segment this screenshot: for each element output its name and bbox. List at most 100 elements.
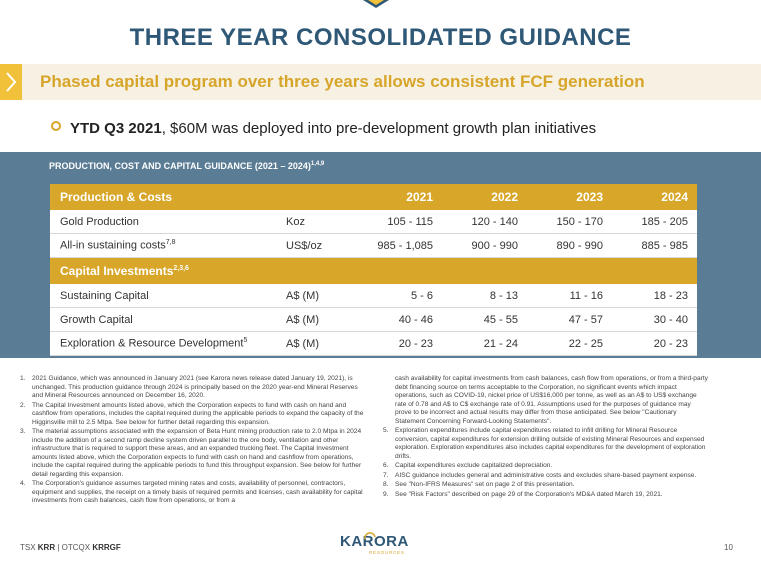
row-unit: A$ (M) xyxy=(282,284,357,308)
row-label: All-in sustaining costs7,8 xyxy=(50,233,282,258)
table-row: Sustaining Capital A$ (M) 5 - 6 8 - 13 1… xyxy=(50,284,697,308)
table-row: Growth Capital A$ (M) 40 - 46 45 - 55 47… xyxy=(50,307,697,332)
ticker-footer: TSX KRR | OTCQX KRRGF xyxy=(20,543,121,552)
otc-ticker: KRRGF xyxy=(92,543,121,552)
footnote-text: Exploration expenditures include capital… xyxy=(395,427,706,460)
footnote-text: Capital expenditures exclude capitalized… xyxy=(395,462,553,469)
row-label-text: Gold Production xyxy=(60,215,139,228)
footnote-num: 2. xyxy=(20,401,26,409)
table-row: Exploration & Resource Development5 A$ (… xyxy=(50,331,697,356)
page-title: THREE YEAR CONSOLIDATED GUIDANCE xyxy=(129,24,632,51)
footnote: 4. The Corporation's guidance assumes tar… xyxy=(20,480,365,506)
footnote-num: 6. xyxy=(383,462,389,469)
cell-2024: 30 - 40 xyxy=(612,307,697,332)
cell-2021: 105 - 115 xyxy=(357,210,442,234)
capital-header-label: Capital Investments2,3,6 xyxy=(50,257,697,284)
chevron-right-icon xyxy=(6,72,17,92)
guidance-table: Production & Costs 2021 2022 2023 2024 G… xyxy=(50,184,697,356)
logo-swoosh-icon xyxy=(364,532,376,540)
footnote-text: 2021 Guidance, which was announced in Ja… xyxy=(32,375,358,399)
footnotes-left: 1. 2021 Guidance, which was announced in … xyxy=(20,375,365,507)
otc-label: OTCQX xyxy=(61,543,93,552)
cell-2022: 8 - 13 xyxy=(442,284,527,308)
logo-text: KARORA xyxy=(340,533,409,550)
footnote: 8. See "Non-IFRS Measures" set on page 2 … xyxy=(383,481,708,490)
row-unit: A$ (M) xyxy=(282,331,357,356)
footnote-num: 8. xyxy=(383,481,389,488)
footnote: 7. AISC guidance includes general and adm… xyxy=(383,472,708,481)
panel-title: PRODUCTION, COST AND CAPITAL GUIDANCE (2… xyxy=(49,161,324,171)
cell-2023: 47 - 57 xyxy=(527,307,612,332)
row-label: Gold Production xyxy=(50,210,282,234)
row-label-text: All-in sustaining costs xyxy=(60,239,166,252)
footnote: 1. 2021 Guidance, which was announced in … xyxy=(20,375,365,401)
subtitle: Phased capital program over three years … xyxy=(40,72,645,91)
capital-header-row: Capital Investments2,3,6 xyxy=(50,257,697,284)
capital-header-text: Capital Investments xyxy=(60,264,174,278)
year-2021: 2021 xyxy=(357,184,442,210)
cell-2022: 21 - 24 xyxy=(442,331,527,356)
year-2023: 2023 xyxy=(527,184,612,210)
row-label: Growth Capital xyxy=(50,307,282,332)
year-2024: 2024 xyxy=(612,184,697,210)
panel-title-text: PRODUCTION, COST AND CAPITAL GUIDANCE (2… xyxy=(49,161,311,171)
cell-2023: 22 - 25 xyxy=(527,331,612,356)
cell-2024: 185 - 205 xyxy=(612,210,697,234)
footnote-text: The Corporation's guidance assumes targe… xyxy=(32,480,363,504)
logo-subtext: RESOURCES xyxy=(369,550,405,555)
bullet-bold: YTD Q3 2021 xyxy=(70,120,162,137)
footnote: 3. The material assumptions associated wi… xyxy=(20,428,365,479)
cell-2022: 45 - 55 xyxy=(442,307,527,332)
footnote-num: 5. xyxy=(383,427,389,434)
cell-2021: 985 - 1,085 xyxy=(357,233,442,258)
cell-2024: 20 - 23 xyxy=(612,331,697,356)
bullet-text: , $60M was deployed into pre-development… xyxy=(161,120,597,137)
top-diamond-icon xyxy=(363,0,389,8)
row-label: Exploration & Resource Development5 xyxy=(50,331,282,356)
row-label-text: Growth Capital xyxy=(60,313,133,326)
production-header-label: Production & Costs xyxy=(50,184,282,210)
footnote: 5. Exploration expenditures include capit… xyxy=(383,427,708,461)
panel-title-sup: 1,4,9 xyxy=(310,161,325,167)
subtitle-banner: Phased capital program over three years … xyxy=(0,64,761,100)
footnote-num: 1. xyxy=(20,375,26,382)
footnotes-right: cash availability for capital investment… xyxy=(383,375,708,500)
footnote-text: See "Risk Factors" described on page 29 … xyxy=(395,490,663,498)
tsx-ticker: KRR xyxy=(37,543,56,552)
banner-accent xyxy=(0,64,22,100)
cell-2022: 120 - 140 xyxy=(442,210,527,234)
footnote-num: 3. xyxy=(20,428,26,435)
cell-2023: 890 - 990 xyxy=(527,233,612,258)
row-label-sup: 5 xyxy=(243,337,248,345)
year-2022: 2022 xyxy=(442,184,527,210)
row-label: Sustaining Capital xyxy=(50,284,282,308)
footnote-text: The Capital Investment amounts listed ab… xyxy=(32,401,364,426)
capital-header-sup: 2,3,6 xyxy=(173,265,189,272)
bullet-ring-icon xyxy=(51,121,61,131)
footnote: 9. See "Risk Factors" described on page 2… xyxy=(383,491,708,500)
cell-2023: 150 - 170 xyxy=(527,210,612,234)
row-unit: US$/oz xyxy=(282,233,357,258)
ticker-separator: | xyxy=(55,543,62,552)
page-number: 10 xyxy=(724,543,733,552)
karora-logo: KARORA RESOURCES xyxy=(340,532,420,561)
footnote: 2. The Capital Investment amounts listed … xyxy=(20,402,365,428)
cell-2023: 11 - 16 xyxy=(527,284,612,308)
cell-2021: 5 - 6 xyxy=(357,284,442,308)
cell-2021: 20 - 23 xyxy=(357,331,442,356)
footnote-text: See "Non-IFRS Measures" set on page 2 of… xyxy=(395,481,575,488)
footnote-continuation: cash availability for capital investment… xyxy=(395,375,708,425)
tsx-label: TSX xyxy=(20,543,38,552)
ytd-bullet: YTD Q3 2021, $60M was deployed into pre-… xyxy=(51,120,596,137)
table-row: All-in sustaining costs7,8 US$/oz 985 - … xyxy=(50,233,697,258)
row-label-sup: 7,8 xyxy=(165,239,176,247)
row-unit: A$ (M) xyxy=(282,307,357,332)
cell-2021: 40 - 46 xyxy=(357,307,442,332)
footnote-text: The material assumptions associated with… xyxy=(32,428,362,478)
footnote-num: 9. xyxy=(383,490,389,498)
cell-2022: 900 - 990 xyxy=(442,233,527,258)
cell-2024: 885 - 985 xyxy=(612,233,697,258)
row-label-text: Sustaining Capital xyxy=(60,289,149,302)
footnote-num: 7. xyxy=(383,471,389,479)
footnote-text: AISC guidance includes general and admin… xyxy=(395,471,697,479)
